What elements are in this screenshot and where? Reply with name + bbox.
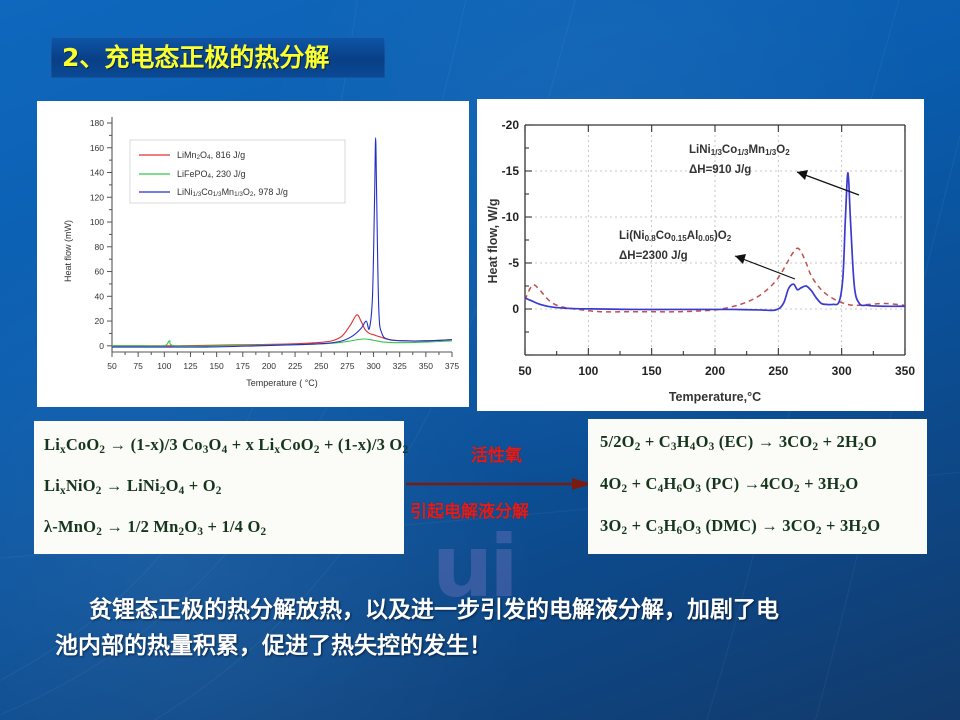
svg-text:100: 100 [157, 361, 171, 371]
svg-text:150: 150 [642, 364, 662, 378]
left-chart-legend: LiMn2O4, 816 J/g LiFePO4, 230 J/g LiNi1/… [129, 139, 346, 204]
left-chart-xlabel: Temperature ( °C) [246, 378, 318, 388]
equation-line: 5/2O2 + C3H4O3 (EC) → 3CO2 + 2H2O [600, 432, 877, 454]
svg-text:ΔH=910 J/g: ΔH=910 J/g [689, 164, 751, 176]
page-title: 2、充电态正极的热分解 [62, 43, 330, 72]
svg-text:LiFePO4, 230 J/g: LiFePO4, 230 J/g [177, 169, 246, 180]
svg-text:160: 160 [90, 143, 104, 153]
svg-text:250: 250 [314, 361, 328, 371]
equation-line: λ-MnO2 → 1/2 Mn2O3 + 1/4 O2 [44, 517, 267, 539]
svg-text:-20: -20 [502, 118, 520, 132]
chart-right-panel: -20 -15 -10 -5 0 50 100 150 200 250 300 350 Heat f… [477, 99, 924, 411]
right-chart-ylabel: Heat flow, W/g [486, 199, 500, 284]
equations-right-box: 5/2O2 + C3H4O3 (EC) → 3CO2 + 2H2O 4O2 + … [588, 419, 927, 554]
caption-line-1: 贫锂态正极的热分解放热，以及进一步引发的电解液分解，加剧了电 [89, 597, 779, 623]
svg-text:0: 0 [512, 302, 519, 316]
svg-text:LiNi1/3Co1/3Mn1/3O2: LiNi1/3Co1/3Mn1/3O2 [689, 144, 790, 157]
annotation-nmc: LiNi1/3Co1/3Mn1/3O2 ΔH=910 J/g [689, 144, 860, 196]
svg-text:-10: -10 [502, 210, 520, 224]
svg-text:20: 20 [95, 316, 105, 326]
svg-text:ΔH=2300 J/g: ΔH=2300 J/g [619, 250, 688, 262]
svg-text:LiNi1/3Co1/3Mn1/3O2, 978 J/g: LiNi1/3Co1/3Mn1/3O2, 978 J/g [177, 187, 288, 198]
svg-text:-5: -5 [508, 256, 519, 270]
svg-text:180: 180 [90, 118, 104, 128]
chart-left-panel: 0 20 40 60 80 100 120 140 160 180 50 75 100 125 150 17… [37, 101, 469, 407]
svg-text:350: 350 [419, 361, 433, 371]
svg-text:0: 0 [99, 341, 104, 351]
svg-text:200: 200 [262, 361, 276, 371]
watermark: ui [432, 517, 519, 617]
svg-text:250: 250 [768, 364, 788, 378]
electrolyte-decomposition-label: 引起电解液分解 [410, 502, 529, 522]
svg-text:140: 140 [90, 168, 104, 178]
svg-text:Li(Ni0.8Co0.15Al0.05)O2: Li(Ni0.8Co0.15Al0.05)O2 [619, 230, 732, 243]
equation-line: LixCoO2 → (1-x)/3 Co3O4 + x LixCoO2 + (1… [44, 435, 409, 457]
svg-text:300: 300 [832, 364, 852, 378]
active-oxygen-label: 活性氧 [471, 446, 522, 466]
dsc-chart-left: 0 20 40 60 80 100 120 140 160 180 50 75 100 125 150 17… [37, 101, 469, 407]
dsc-chart-right: -20 -15 -10 -5 0 50 100 150 200 250 300 350 Heat f… [477, 99, 924, 411]
svg-text:200: 200 [705, 364, 725, 378]
svg-text:40: 40 [95, 291, 105, 301]
slide-caption: 贫锂态正极的热分解放热，以及进一步引发的电解液分解，加剧了电 池内部的热量积累，… [55, 592, 915, 664]
svg-text:150: 150 [210, 361, 224, 371]
annotation-nca: Li(Ni0.8Co0.15Al0.05)O2 ΔH=2300 J/g [619, 230, 796, 280]
svg-text:125: 125 [183, 361, 197, 371]
svg-text:375: 375 [445, 361, 459, 371]
svg-text:350: 350 [895, 364, 915, 378]
caption-line-2: 池内部的热量积累，促进了热失控的发生！ [55, 633, 492, 659]
svg-text:300: 300 [366, 361, 380, 371]
equations-left-box: LixCoO2 → (1-x)/3 Co3O4 + x LixCoO2 + (1… [34, 421, 409, 554]
slide-title-band: 2、充电态正极的热分解 [51, 37, 385, 78]
center-annotation: 活性氧 引起电解液分解 [404, 441, 594, 541]
svg-text:100: 100 [578, 364, 598, 378]
equation-line: LixNiO2 → LiNi2O4 + O2 [44, 476, 222, 498]
svg-text:50: 50 [107, 361, 117, 371]
svg-text:-15: -15 [502, 164, 520, 178]
reaction-arrow-icon [406, 478, 592, 490]
svg-text:175: 175 [236, 361, 250, 371]
equation-line: 4O2 + C4H6O3 (PC) →4CO2 + 3H2O [600, 474, 859, 496]
svg-text:325: 325 [393, 361, 407, 371]
svg-text:50: 50 [518, 364, 532, 378]
svg-text:75: 75 [133, 361, 143, 371]
svg-text:60: 60 [95, 267, 105, 277]
svg-text:275: 275 [340, 361, 354, 371]
svg-text:100: 100 [90, 217, 104, 227]
right-chart-xlabel: Temperature,°C [669, 390, 761, 404]
svg-text:120: 120 [90, 192, 104, 202]
svg-text:LiMn2O4, 816 J/g: LiMn2O4, 816 J/g [177, 150, 245, 161]
left-chart-ylabel: Heat flow (mW) [63, 220, 73, 282]
equation-line: 3O2 + C3H6O3 (DMC) → 3CO2 + 3H2O [600, 516, 881, 538]
svg-text:80: 80 [95, 242, 105, 252]
svg-text:225: 225 [288, 361, 302, 371]
